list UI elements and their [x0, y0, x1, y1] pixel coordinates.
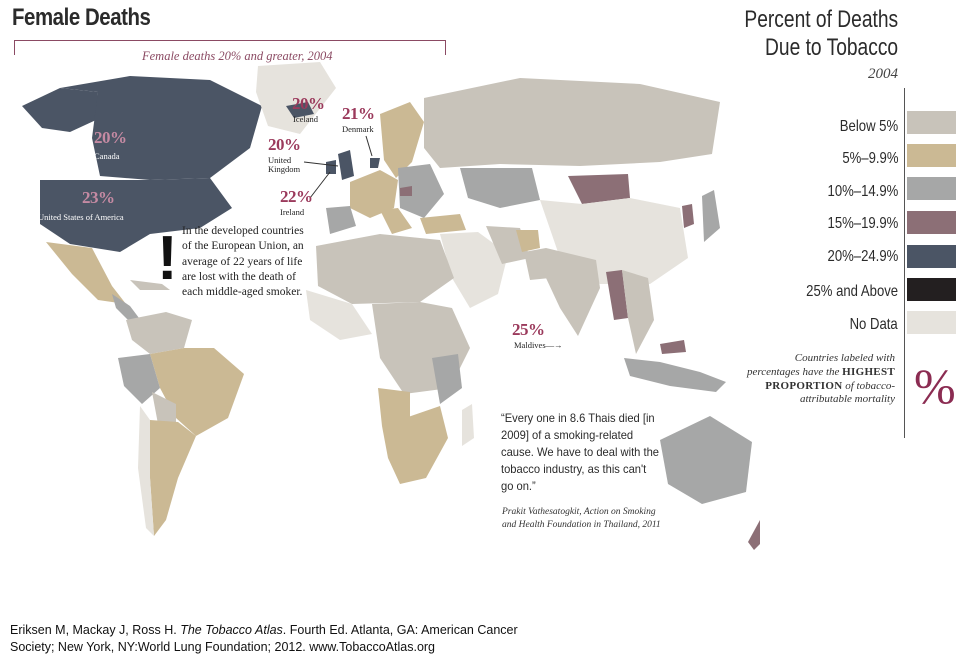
subtitle-bracket	[14, 40, 446, 55]
region-mexico	[46, 242, 126, 304]
region-western-europe	[350, 170, 398, 218]
region-angola	[378, 388, 410, 426]
region-colombia-venezuela	[126, 312, 192, 354]
region-central-america	[112, 294, 142, 322]
legend-divider	[904, 88, 905, 438]
legend-year: 2004	[868, 66, 898, 82]
region-uk	[338, 150, 354, 180]
region-chile	[138, 406, 154, 536]
map-title: Female Deaths	[12, 4, 151, 31]
legend-swatch-20-25	[907, 245, 956, 268]
uk-label: United Kingdom	[268, 155, 301, 174]
usa-percent: 23%	[82, 188, 115, 207]
legend-item-below-5: Below 5%	[839, 118, 898, 135]
eu-note: In the developed countries of the Europe…	[182, 225, 304, 299]
region-russia	[424, 78, 720, 168]
ireland-label: Ireland	[280, 207, 305, 217]
usa-label: United States of America	[38, 212, 124, 222]
region-canada	[60, 76, 262, 180]
legend-item-10-15: 10%–14.9%	[827, 183, 898, 200]
legend-note: Countries labeled with percentages have …	[746, 352, 895, 406]
region-eastern-europe	[398, 164, 444, 218]
ireland-percent: 22%	[280, 187, 313, 206]
region-peru	[118, 354, 160, 404]
region-southern-africa	[382, 406, 448, 484]
region-southeast-asia	[622, 270, 654, 354]
region-east-africa	[432, 354, 462, 404]
region-italy-balkans	[380, 208, 412, 234]
region-japan	[702, 190, 720, 242]
legend-swatch-no-data	[907, 311, 956, 334]
iceland-label: Iceland	[293, 114, 319, 124]
region-turkey	[420, 214, 466, 234]
region-indonesia	[624, 358, 726, 392]
region-usa	[40, 178, 232, 252]
region-middle-east	[440, 232, 508, 308]
region-caribbean	[130, 280, 170, 290]
region-korea	[682, 204, 694, 228]
region-argentina	[150, 420, 196, 536]
legend-swatch-25-above	[907, 278, 956, 301]
legend-swatch-5-10	[907, 144, 956, 167]
denmark-percent: 21%	[342, 104, 375, 123]
legend-title: Percent of Deaths Due to Tobacco	[744, 6, 898, 62]
region-iberia	[326, 206, 356, 234]
region-afghanistan	[516, 230, 540, 252]
citation: Eriksen M, Mackay J, Ross H. The Tobacco…	[10, 623, 518, 654]
denmark-pointer	[365, 135, 373, 157]
region-denmark	[370, 158, 380, 168]
region-kazakhstan	[460, 168, 540, 208]
thai-quote: “Every one in 8.6 Thais died [in 2009] o…	[501, 411, 659, 493]
legend-swatch-below-5	[907, 111, 956, 134]
denmark-label: Denmark	[342, 124, 374, 134]
legend-swatch-15-20	[907, 211, 956, 234]
region-malaysia	[660, 340, 686, 354]
map-subtitle: Female deaths 20% and greater, 2004	[138, 49, 337, 64]
legend-item-20-25: 20%–24.9%	[827, 248, 898, 265]
region-north-africa	[316, 234, 454, 304]
region-pakistan	[524, 248, 550, 280]
legend-swatch-10-15	[907, 177, 956, 200]
region-mongolia	[568, 174, 630, 204]
legend-item-25-above: 25% and Above	[806, 283, 898, 300]
legend-item-15-20: 15%–19.9%	[827, 215, 898, 232]
legend-item-5-10: 5%–9.9%	[841, 150, 898, 167]
region-myanmar	[606, 270, 628, 320]
maldives-percent: 25%	[512, 320, 545, 339]
uk-pointer	[303, 161, 339, 167]
world-map	[22, 62, 760, 550]
region-new-zealand	[748, 520, 760, 550]
legend-title-line1: Percent of Deaths	[744, 6, 898, 33]
region-brazil	[150, 348, 244, 436]
region-ireland	[326, 160, 336, 174]
exclamation-icon: !	[157, 224, 178, 293]
canada-percent: 20%	[94, 128, 127, 147]
legend-item-no-data: No Data	[849, 316, 898, 333]
region-scandinavia	[380, 102, 424, 178]
maldives-label: Maldives—→	[514, 340, 563, 350]
region-greenland	[256, 62, 336, 134]
legend-title-line2: Due to Tobacco	[764, 34, 898, 61]
region-iceland	[286, 102, 314, 118]
region-india	[546, 248, 600, 336]
ireland-pointer	[309, 171, 331, 199]
region-alaska	[22, 88, 98, 132]
uk-percent: 20%	[268, 135, 301, 154]
percent-icon: %	[914, 358, 956, 414]
quote-source: Prakit Vathesatogkit, Action on Smoking …	[502, 507, 661, 530]
iceland-percent: 20%	[292, 94, 325, 113]
region-australia	[660, 416, 752, 504]
canada-label: Canada	[94, 151, 120, 161]
region-west-africa	[306, 290, 372, 340]
region-madagascar	[462, 404, 474, 446]
region-bolivia	[152, 392, 176, 426]
region-hungary	[400, 186, 412, 196]
